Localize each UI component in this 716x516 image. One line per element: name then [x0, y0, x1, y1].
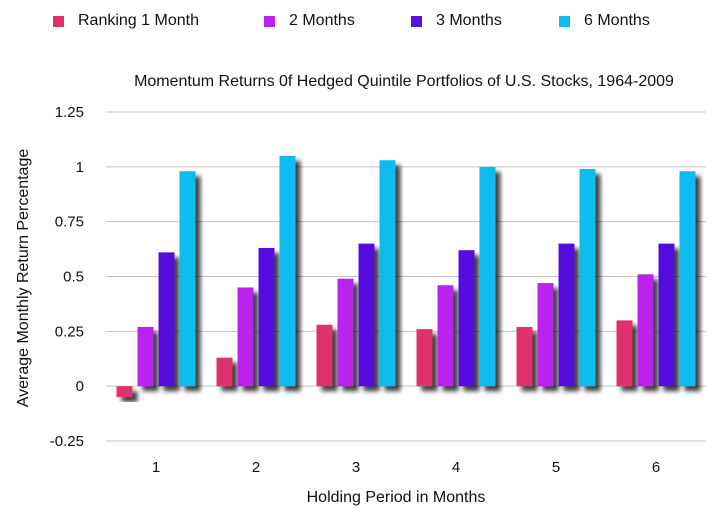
y-tick-label: -0.25 [50, 433, 84, 450]
bar-series-4-cat-3 [379, 160, 396, 387]
bar-series-1-cat-6 [616, 320, 633, 387]
x-tick-label: 4 [452, 459, 460, 476]
x-tick-label: 5 [552, 459, 560, 476]
legend-item-series-1: Ranking 1 Month [53, 12, 199, 30]
chart-title: Momentum Returns 0f Hedged Quintile Port… [134, 73, 674, 90]
bar-series-2-cat-1 [137, 326, 154, 387]
y-tick-label: 1 [76, 159, 84, 176]
gridlines [106, 111, 706, 442]
bar-series-1-cat-5 [516, 326, 533, 387]
bar-series-4-cat-1 [179, 171, 196, 387]
legend-label-series-4: 6 Months [584, 12, 650, 29]
chart-legend: Ranking 1 Month 2 Months 3 Months 6 Mont… [0, 12, 716, 34]
bar-series-3-cat-1 [158, 252, 175, 387]
bar-series-4-cat-4 [479, 166, 496, 387]
bar-series-4-cat-2 [279, 155, 296, 387]
x-axis-label: Holding Period in Months [307, 489, 486, 506]
bar-series-3-cat-3 [358, 243, 375, 387]
bars [116, 155, 696, 398]
bar-series-4-cat-6 [679, 171, 696, 387]
bar-series-1-cat-3 [316, 324, 333, 387]
x-tick-label: 1 [152, 459, 160, 476]
legend-swatch-series-4 [559, 15, 570, 27]
legend-label-series-3: 3 Months [436, 12, 502, 29]
bar-series-2-cat-6 [637, 274, 654, 387]
legend-swatch-series-2 [264, 15, 275, 27]
legend-item-series-2: 2 Months [264, 12, 355, 30]
bar-series-3-cat-6 [658, 243, 675, 387]
y-tick-label: 0.25 [55, 323, 84, 340]
bar-series-2-cat-3 [337, 278, 354, 387]
y-axis-label: Average Monthly Return Percentage [15, 149, 32, 408]
bar-series-2-cat-4 [437, 285, 454, 387]
y-tick-label: 0 [76, 378, 84, 395]
y-tick-label: 0.5 [63, 269, 84, 286]
legend-label-series-1: Ranking 1 Month [78, 12, 199, 29]
legend-label-series-2: 2 Months [289, 12, 355, 29]
x-tick-label: 2 [252, 459, 260, 476]
legend-item-series-3: 3 Months [411, 12, 502, 30]
y-tick-labels: -0.25 0 0.25 0.5 0.75 1 1.25 [50, 104, 84, 450]
x-tick-labels: 1 2 3 4 5 6 [152, 459, 660, 476]
bar-series-1-cat-2 [216, 357, 233, 387]
bar-series-3-cat-5 [558, 243, 575, 387]
bar-series-1-cat-4 [416, 329, 433, 387]
x-tick-label: 3 [352, 459, 360, 476]
bar-series-3-cat-2 [258, 247, 275, 387]
y-tick-label: 1.25 [55, 104, 84, 121]
bar-series-2-cat-5 [537, 283, 554, 387]
legend-swatch-series-1 [53, 15, 64, 27]
x-tick-label: 6 [652, 459, 660, 476]
bar-series-1-cat-1 [116, 386, 133, 398]
legend-item-series-4: 6 Months [559, 12, 650, 30]
bar-series-4-cat-5 [579, 169, 596, 387]
y-tick-label: 0.75 [55, 214, 84, 231]
bar-series-3-cat-4 [458, 250, 475, 387]
legend-swatch-series-3 [411, 15, 422, 27]
bar-series-2-cat-2 [237, 287, 254, 387]
